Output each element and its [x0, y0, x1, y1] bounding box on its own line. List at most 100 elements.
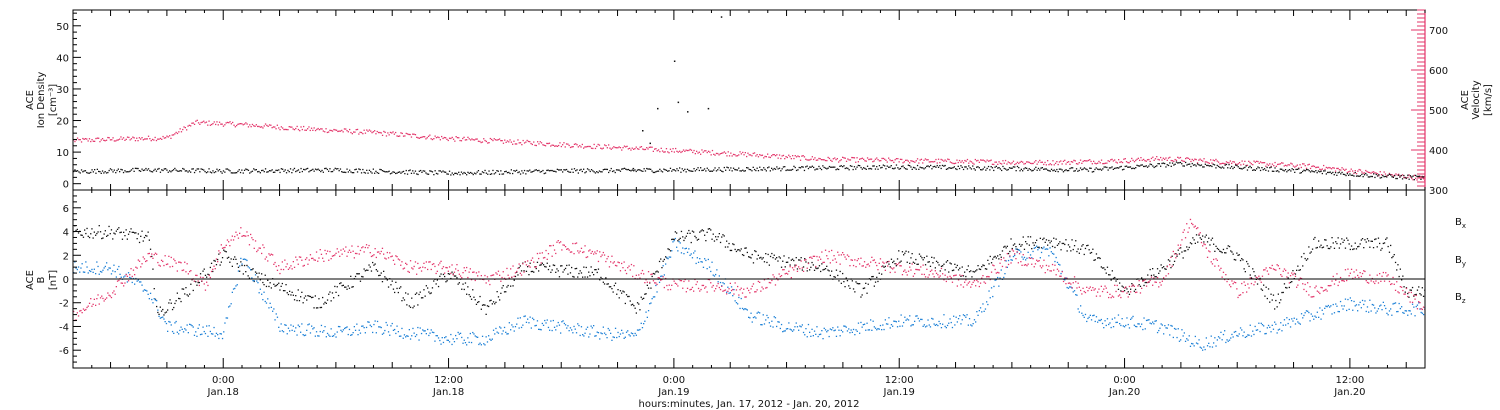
by-point: [746, 309, 748, 311]
bz-point: [613, 261, 615, 263]
density-point: [1200, 164, 1203, 166]
bz-point: [441, 267, 443, 270]
bx-point: [896, 258, 899, 260]
density-point: [1244, 166, 1246, 169]
velocity-point: [230, 123, 232, 125]
bx-point: [1154, 276, 1156, 278]
velocity-point: [610, 148, 612, 150]
by-point: [1202, 349, 1204, 351]
velocity-point: [799, 159, 802, 161]
density-point: [1338, 171, 1341, 173]
density-point: [889, 166, 891, 168]
density-point: [1124, 165, 1126, 168]
velocity-point: [1376, 173, 1379, 175]
by-point: [361, 325, 363, 327]
by-point: [398, 335, 401, 337]
bx-point: [907, 251, 910, 253]
density-point: [154, 168, 156, 170]
bz-point: [591, 250, 593, 253]
velocity-point: [668, 152, 670, 154]
velocity-point: [297, 128, 300, 131]
density-point: [965, 166, 967, 168]
density-point: [74, 169, 76, 171]
by-point: [242, 258, 244, 260]
velocity-point: [1189, 158, 1191, 160]
density-point: [1421, 176, 1423, 178]
density-point: [622, 168, 624, 170]
density-point: [1024, 167, 1026, 169]
velocity-point: [292, 128, 294, 130]
bx-point: [1374, 238, 1376, 241]
bz-point: [107, 292, 109, 294]
density-point: [594, 172, 597, 174]
density-point: [1224, 164, 1226, 166]
density-point: [556, 168, 558, 170]
bz-point: [831, 249, 833, 252]
by-point: [290, 324, 292, 326]
velocity-point: [213, 121, 215, 123]
bz-point: [641, 269, 644, 272]
by-point: [1191, 342, 1193, 345]
bx-point: [1139, 285, 1142, 287]
density-point: [321, 169, 323, 172]
density-point: [1302, 170, 1304, 173]
velocity-point: [627, 148, 629, 150]
density-point: [786, 169, 788, 171]
density-point: [1065, 169, 1067, 171]
density-point: [270, 170, 272, 172]
density-point: [919, 166, 921, 168]
bx-point: [284, 290, 286, 292]
by-point: [1066, 286, 1068, 289]
by-point: [627, 330, 629, 332]
density-point: [1376, 175, 1379, 177]
velocity-point: [1200, 159, 1203, 161]
density-point: [1100, 169, 1103, 171]
by-point: [1335, 303, 1337, 305]
bx-point: [542, 264, 545, 266]
bz-point: [342, 248, 344, 250]
bz-point: [815, 265, 817, 268]
bx-point: [1061, 242, 1063, 245]
bx-point: [810, 266, 812, 268]
bx-point: [596, 271, 598, 274]
by-point: [169, 321, 171, 323]
bx-point: [1397, 264, 1399, 266]
bx-point: [350, 275, 352, 277]
density-point: [1031, 170, 1033, 172]
velocity-point: [539, 141, 541, 143]
velocity-point: [1108, 160, 1111, 163]
density-point: [1115, 167, 1117, 169]
velocity-point: [999, 162, 1001, 165]
bx-point: [672, 238, 674, 240]
by-point: [1307, 310, 1309, 312]
velocity-point: [397, 135, 399, 137]
density-point: [1153, 166, 1155, 169]
by-point: [968, 318, 971, 320]
velocity-point: [222, 125, 225, 127]
velocity-point: [531, 143, 533, 146]
density-point: [1392, 176, 1394, 178]
bx-point: [518, 267, 520, 269]
bx-point: [967, 265, 969, 267]
by-point: [1176, 336, 1178, 339]
velocity-point: [251, 123, 254, 126]
bx-point: [103, 233, 105, 235]
by-point: [422, 329, 424, 331]
by-point: [772, 326, 774, 328]
bx-point: [466, 293, 468, 295]
density-point: [806, 165, 808, 167]
bx-point: [621, 292, 623, 294]
density-point: [166, 169, 168, 171]
bz-point: [459, 275, 462, 277]
by-point: [396, 325, 398, 327]
by-point: [928, 324, 930, 326]
bz-point: [857, 258, 860, 260]
velocity-point: [982, 159, 984, 161]
density-point: [425, 172, 427, 174]
bx-point: [354, 275, 357, 278]
bz-point: [527, 260, 529, 262]
bz-point: [477, 275, 479, 277]
bz-point: [926, 268, 928, 270]
bz-point: [226, 239, 229, 241]
velocity-point: [1082, 160, 1084, 163]
